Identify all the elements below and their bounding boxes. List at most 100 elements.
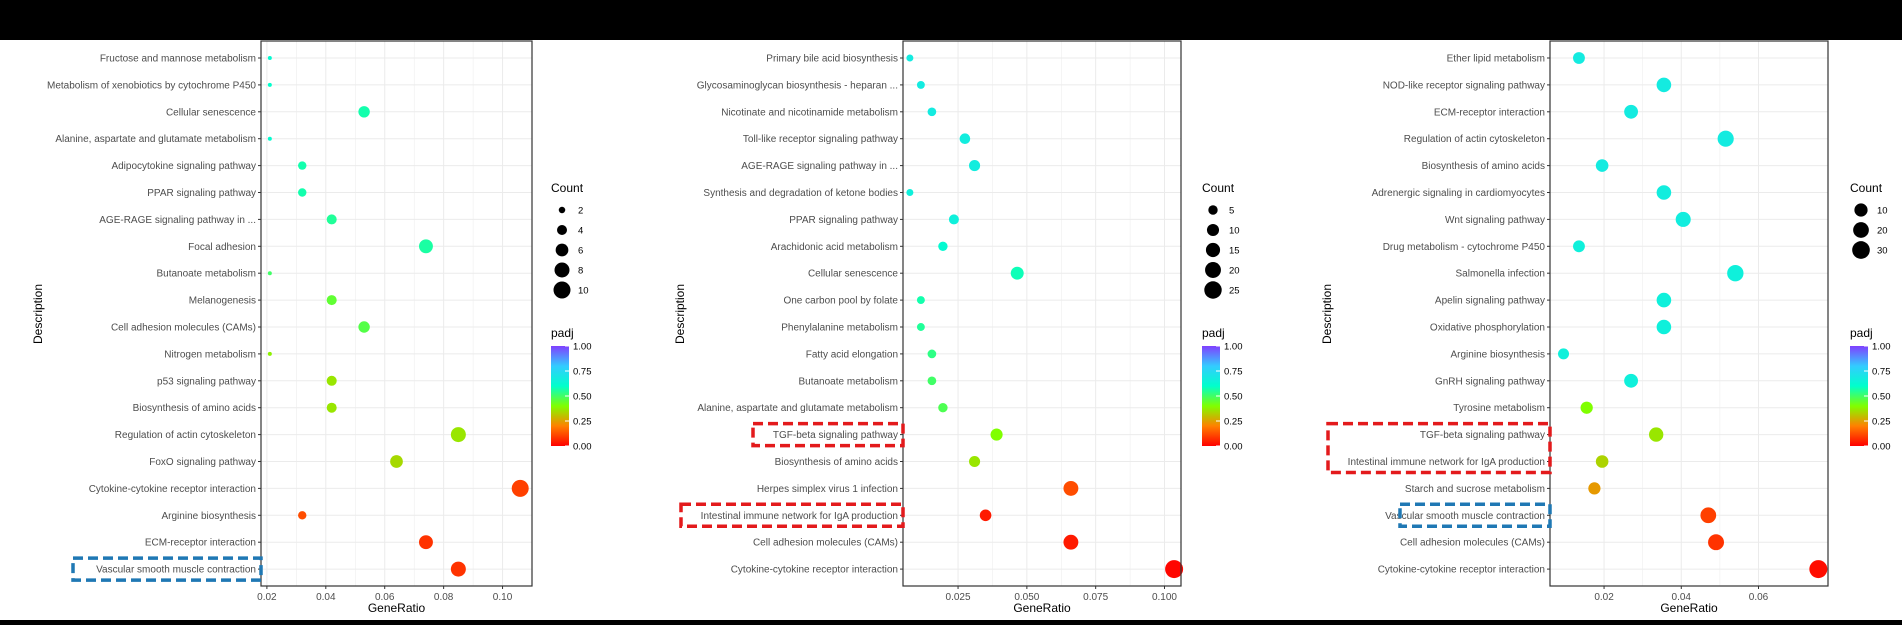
data-point: [1675, 211, 1691, 227]
size-legend-key: [1853, 222, 1869, 238]
data-point: [1558, 348, 1570, 360]
y-category-label: Primary bile acid biosynthesis: [766, 54, 898, 65]
data-point: [1580, 401, 1593, 414]
figure-canvas: Fructose and mannose metabolism Metabolis…: [0, 40, 1902, 620]
data-point: [1010, 266, 1024, 280]
size-legend-label: 10: [578, 286, 589, 297]
y-category-label: Starch and sucrose metabolism: [1405, 484, 1545, 495]
size-legend-key: [1208, 205, 1218, 215]
y-category-label: Phenylalanine metabolism: [781, 323, 898, 334]
color-legend-title: padj: [1850, 326, 1873, 340]
data-point: [906, 189, 914, 196]
data-point: [1708, 534, 1724, 551]
y-category-label: Adrenergic signaling in cardiomyocytes: [1372, 188, 1545, 199]
color-legend-label: 1.00: [1224, 342, 1243, 353]
color-legend-label: 0.75: [573, 367, 592, 378]
data-point: [450, 427, 466, 443]
panel-1: Fructose and mannose metabolism Metabolis…: [31, 40, 592, 615]
size-legend-label: 10: [1229, 226, 1240, 237]
data-point: [916, 80, 925, 89]
y-category-label: Oxidative phosphorylation: [1430, 323, 1545, 334]
x-tick-label: 0.075: [1083, 592, 1108, 603]
data-point: [916, 323, 925, 331]
data-point: [1595, 159, 1609, 172]
color-legend-label: 0.25: [1872, 417, 1891, 428]
size-legend-key: [554, 262, 570, 278]
y-category-label: Arginine biosynthesis: [1451, 349, 1546, 360]
color-legend-label: 0.00: [1224, 442, 1243, 453]
y-category-label: Metabolism of xenobiotics by cytochrome …: [47, 80, 256, 91]
data-point: [267, 271, 272, 276]
data-point: [326, 375, 337, 386]
y-category-label: Focal adhesion: [188, 242, 256, 253]
data-point: [298, 511, 307, 520]
y-category-label: Fructose and mannose metabolism: [100, 54, 256, 65]
color-legend-title: padj: [1202, 326, 1225, 340]
y-category-label: NOD-like receptor signaling pathway: [1383, 80, 1545, 91]
y-category-label: Biosynthesis of amino acids: [133, 403, 256, 414]
size-legend-key: [558, 206, 566, 214]
data-point: [927, 349, 937, 359]
x-tick-label: 0.04: [316, 592, 336, 603]
color-legend-title: padj: [551, 326, 574, 340]
data-point: [927, 107, 937, 117]
data-point: [450, 561, 466, 577]
data-point: [326, 295, 337, 306]
data-point: [969, 455, 981, 468]
color-legend-label: 0.25: [573, 417, 592, 428]
data-point: [1656, 319, 1672, 335]
size-legend-title: Count: [551, 181, 584, 195]
y-category-label: Drug metabolism - cytochrome P450: [1383, 242, 1546, 253]
data-point: [1717, 130, 1734, 147]
y-category-label: Synthesis and degradation of ketone bodi…: [703, 188, 898, 199]
y-category-label: AGE-RAGE signaling pathway in ...: [99, 215, 256, 226]
data-point: [1595, 455, 1609, 468]
data-point: [938, 403, 948, 413]
data-point: [990, 428, 1003, 441]
y-category-label: Toll-like receptor signaling pathway: [743, 134, 898, 145]
y-category-label: TGF-beta signaling pathway: [773, 430, 898, 441]
size-legend-label: 2: [578, 206, 583, 217]
y-category-label: Ether lipid metabolism: [1447, 54, 1545, 65]
y-category-label: Biosynthesis of amino acids: [775, 457, 898, 468]
panel-border: [902, 40, 1182, 587]
y-axis-title: Description: [31, 284, 45, 344]
y-category-label: Intestinal immune network for IgA produc…: [701, 511, 898, 522]
data-point: [267, 82, 272, 87]
size-legend-label: 25: [1229, 286, 1240, 297]
color-legend-bar: [1202, 346, 1220, 446]
panel-border: [1549, 40, 1829, 587]
data-point: [1656, 77, 1672, 93]
data-point: [1656, 185, 1672, 200]
y-category-label: Glycosaminoglycan biosynthesis - heparan…: [697, 80, 898, 91]
data-point: [1165, 560, 1184, 579]
y-category-label: Cell adhesion molecules (CAMs): [111, 323, 256, 334]
y-category-label: ECM-receptor interaction: [1434, 107, 1545, 118]
plot-area: [903, 41, 1181, 586]
y-category-label: FoxO signaling pathway: [149, 457, 256, 468]
data-point: [326, 402, 337, 413]
data-point: [1063, 480, 1079, 496]
y-category-label: Alanine, aspartate and glutamate metabol…: [697, 403, 898, 414]
size-legend-key: [555, 243, 569, 257]
data-point: [959, 133, 971, 144]
color-legend-label: 0.50: [1224, 392, 1243, 403]
color-legend-label: 0.75: [1224, 367, 1243, 378]
color-legend-label: 1.00: [573, 342, 592, 353]
y-category-label: Adipocytokine signaling pathway: [111, 161, 256, 172]
y-category-label: Butanoate metabolism: [156, 269, 256, 280]
y-category-label: ECM-receptor interaction: [145, 538, 256, 549]
highlight-box: [1398, 502, 1552, 529]
data-point: [948, 214, 959, 225]
data-point: [326, 214, 337, 225]
data-point: [1573, 52, 1585, 64]
y-category-label: Melanogenesis: [189, 296, 256, 307]
color-legend-label: 0.75: [1872, 367, 1891, 378]
size-legend-key: [553, 281, 571, 299]
size-legend-label: 4: [578, 226, 583, 237]
data-point: [267, 56, 272, 60]
y-category-label: Cytokine-cytokine receptor interaction: [731, 565, 898, 576]
data-point: [1727, 265, 1744, 282]
y-category-label: Tyrosine metabolism: [1453, 403, 1545, 414]
